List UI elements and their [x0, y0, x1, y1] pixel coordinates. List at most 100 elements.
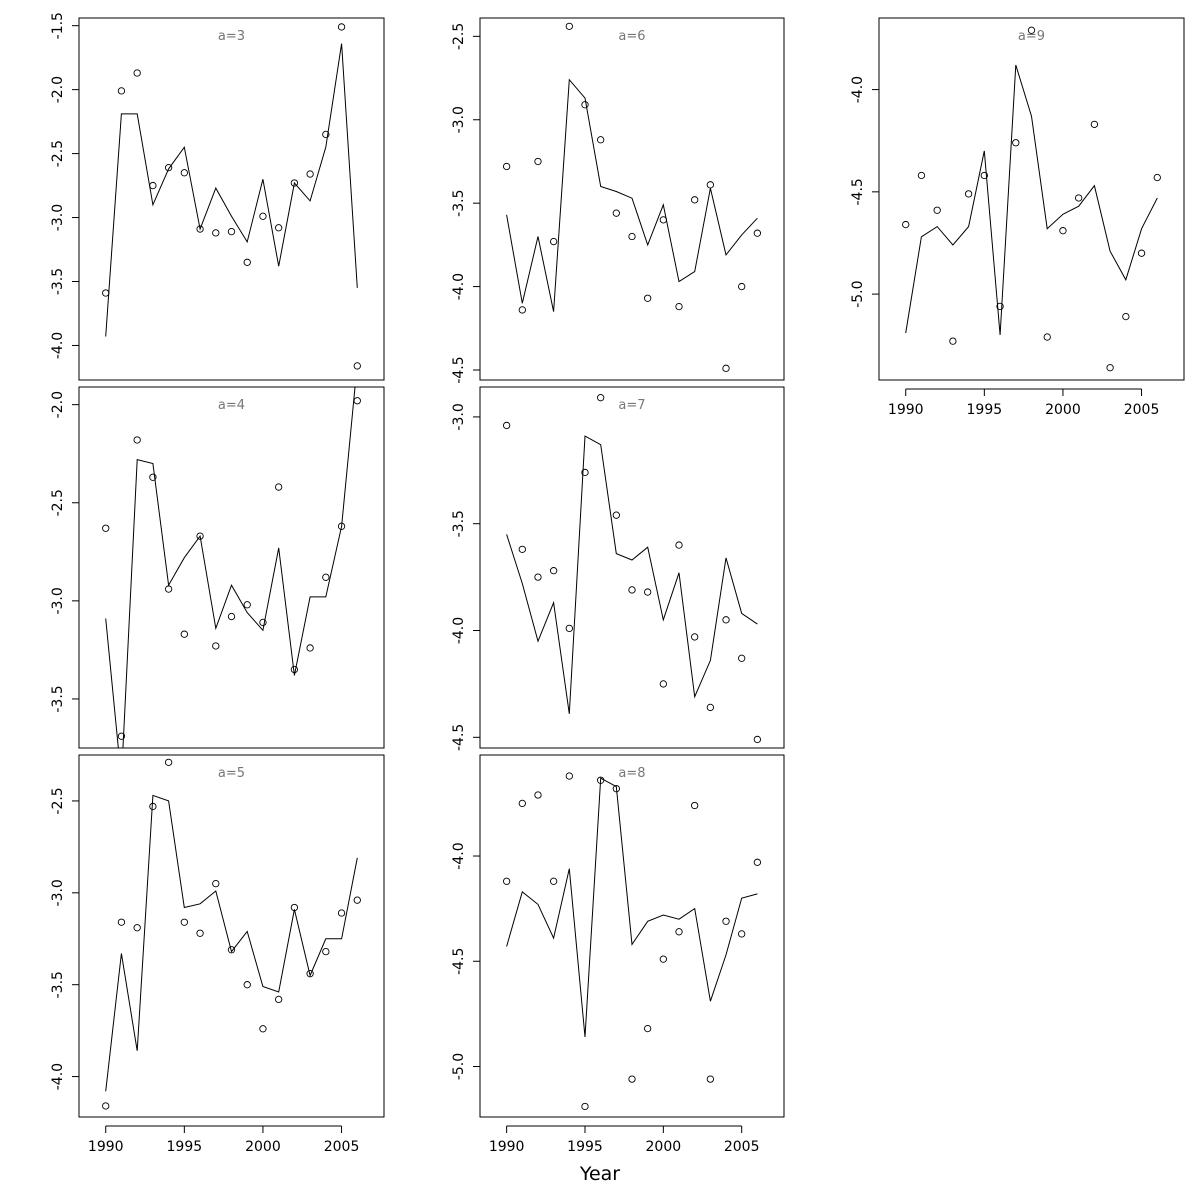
y-tick-label: -4.5 — [850, 178, 866, 205]
observed-point — [322, 947, 330, 956]
observed-point — [706, 181, 715, 189]
observed-point — [738, 654, 746, 662]
observed-point — [597, 776, 605, 784]
observed-point — [722, 616, 730, 624]
observed-point — [1137, 249, 1146, 257]
fitted-line — [105, 794, 358, 1092]
observed-point — [102, 1102, 110, 1110]
observed-point — [549, 237, 558, 246]
observed-point — [1059, 227, 1067, 235]
observed-point — [675, 928, 683, 936]
observed-point — [149, 473, 157, 481]
observed-point — [753, 858, 762, 866]
y-tick-label: -5.0 — [451, 1053, 467, 1080]
y-tick-label: -1.5 — [50, 12, 66, 39]
y-tick-label: -2.5 — [50, 140, 66, 167]
y-tick-label: -2.0 — [50, 391, 66, 418]
observed-point — [738, 282, 746, 291]
observed-point — [691, 196, 699, 204]
observed-point — [612, 511, 620, 519]
observed-point — [196, 225, 204, 233]
observed-point — [644, 588, 652, 596]
x-axis: 1990 1995 2000 2005 — [888, 388, 1160, 418]
panel-title: a=5 — [218, 766, 245, 781]
observed-point — [117, 918, 126, 926]
x-tick-label: 1990 — [489, 1139, 525, 1155]
data-layer — [102, 387, 361, 748]
observed-point — [675, 302, 683, 311]
observed-point — [706, 1075, 715, 1083]
observed-point — [337, 909, 346, 917]
y-tick-label: -2.0 — [50, 76, 66, 103]
plot-frame — [878, 17, 1185, 381]
observed-point — [180, 169, 188, 177]
observed-point — [353, 397, 361, 405]
y-tick-label: -3.5 — [451, 510, 467, 537]
observed-point — [691, 633, 699, 641]
data-layer — [902, 26, 1161, 372]
observed-point — [502, 877, 511, 885]
x-tick-label: 2005 — [1124, 402, 1160, 418]
observed-point — [259, 1025, 267, 1033]
observed-point — [243, 601, 251, 609]
observed-point — [102, 289, 110, 297]
x-tick-label: 1995 — [967, 402, 1003, 418]
observed-point — [117, 87, 126, 95]
observed-point — [164, 758, 173, 767]
observed-point — [102, 524, 110, 532]
fitted-line — [105, 387, 356, 748]
observed-point — [628, 586, 636, 594]
observed-point — [164, 164, 173, 172]
observed-point — [275, 224, 283, 232]
observed-point — [534, 791, 542, 799]
observed-point — [164, 585, 173, 593]
fitted-line — [905, 64, 1158, 336]
observed-point — [675, 541, 683, 549]
y-tick-label: -3.5 — [50, 685, 66, 712]
plot-frame — [479, 17, 785, 381]
y-tick-label: -5.0 — [850, 280, 866, 307]
plot-frame — [479, 754, 785, 1118]
y-tick-label: -3.0 — [50, 587, 66, 614]
observed-point — [980, 171, 988, 180]
y-tick-label: -4.5 — [451, 948, 467, 975]
observed-point — [659, 680, 667, 688]
data-layer — [502, 772, 762, 1111]
observed-point — [644, 294, 652, 302]
y-tick-label: -3.5 — [451, 190, 467, 217]
y-tick-label: -4.0 — [451, 617, 467, 644]
observed-point — [534, 573, 542, 581]
y-tick-label: -3.0 — [451, 106, 467, 133]
observed-point — [628, 1075, 636, 1083]
observed-point — [722, 917, 730, 925]
panel-a-6: -4.5 -4.0 -3.5 -3.0 -2.5 a=6 — [451, 17, 785, 384]
observed-point — [565, 22, 573, 30]
observed-point — [597, 136, 605, 144]
observed-point — [1043, 333, 1051, 341]
observed-point — [306, 170, 314, 178]
observed-point — [133, 924, 141, 932]
observed-point — [133, 69, 141, 77]
y-tick-label: -3.0 — [50, 879, 66, 906]
observed-point — [227, 227, 236, 236]
observed-point — [259, 212, 267, 220]
observed-point — [117, 732, 126, 740]
panel-a-8: -5.0 -4.5 -4.0 a=8 — [451, 754, 785, 1118]
observed-point — [706, 703, 715, 712]
observed-point — [597, 394, 605, 402]
observed-point — [628, 232, 636, 241]
x-axis-title: Year — [579, 1163, 620, 1185]
observed-point — [996, 302, 1004, 311]
observed-point — [518, 545, 526, 553]
observed-point — [275, 483, 283, 491]
observed-point — [306, 644, 314, 652]
observed-point — [1106, 364, 1114, 372]
observed-point — [1027, 26, 1036, 34]
observed-point — [738, 930, 746, 938]
observed-point — [180, 630, 188, 638]
plot-frame — [479, 386, 785, 749]
panel-title: a=6 — [618, 29, 645, 44]
data-layer — [102, 758, 361, 1110]
observed-point — [322, 130, 330, 139]
plot-frame — [78, 386, 385, 749]
